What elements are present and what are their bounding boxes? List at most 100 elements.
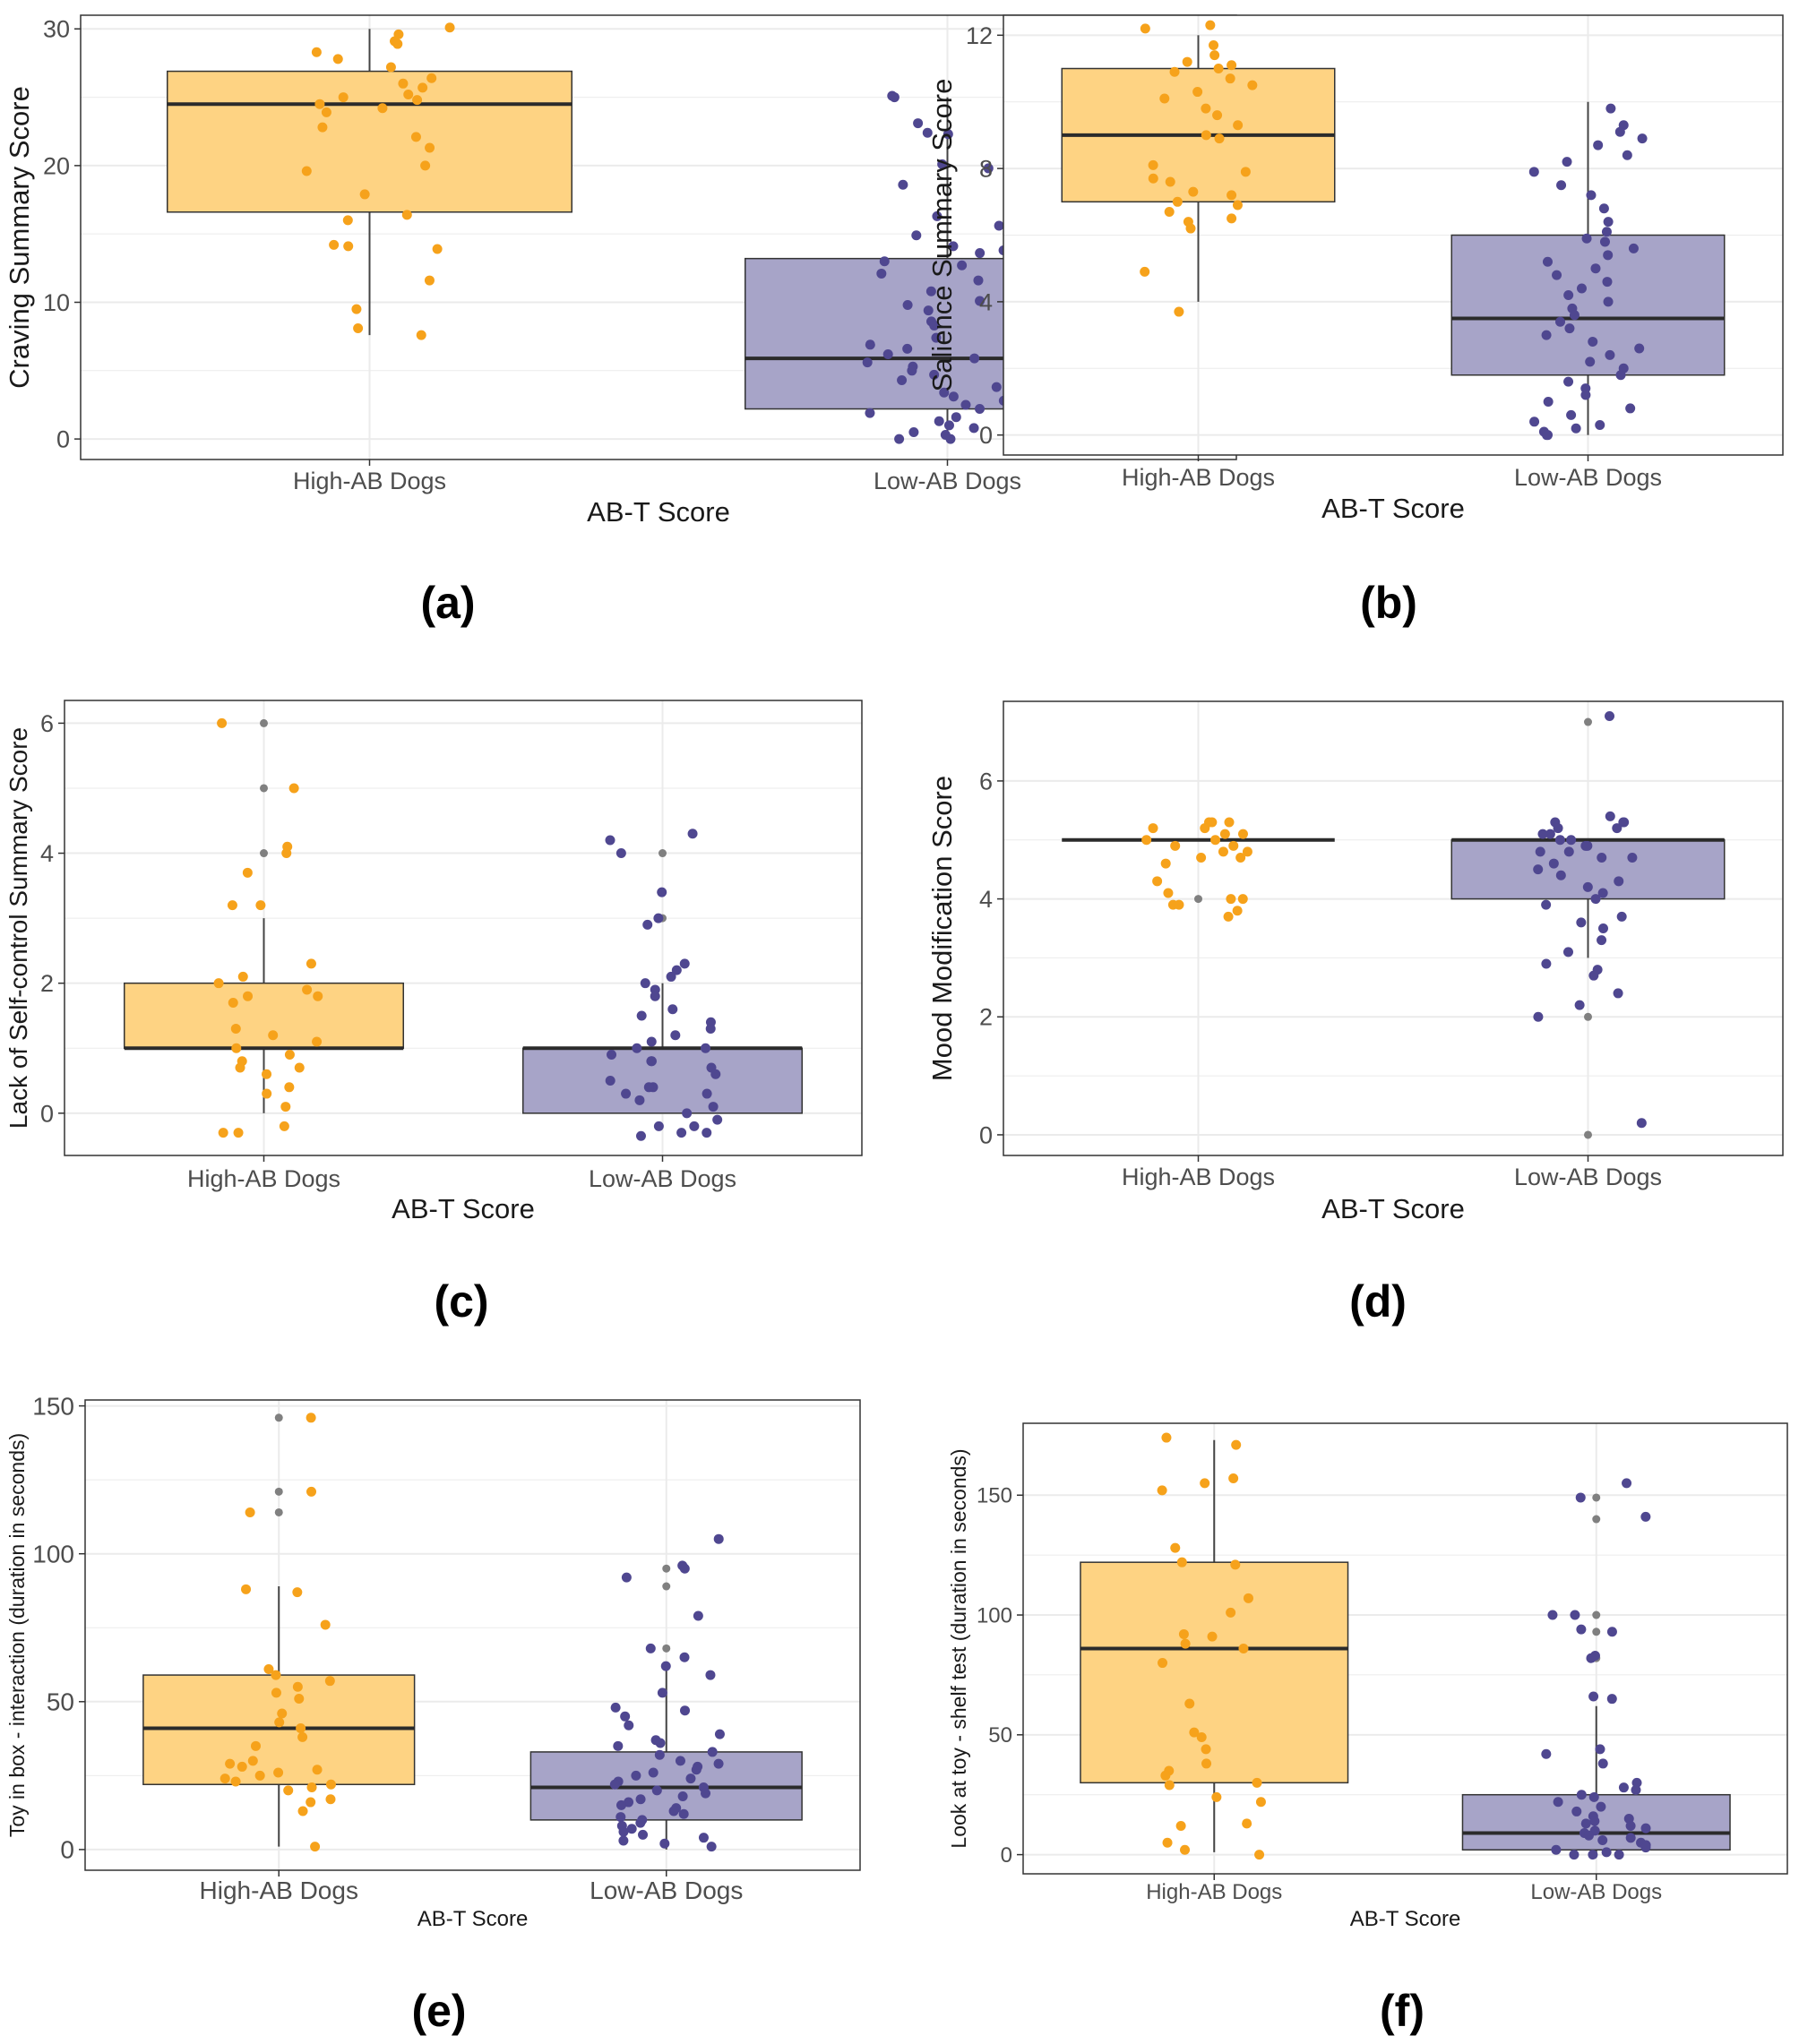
data-point: [1603, 217, 1614, 228]
data-point: [1595, 420, 1605, 431]
data-point: [1192, 87, 1203, 98]
data-point: [931, 332, 942, 343]
data-point: [1140, 23, 1150, 34]
data-point: [292, 1587, 303, 1598]
x-tick-label: High-AB Dogs: [1146, 1880, 1282, 1904]
data-point: [1252, 1777, 1262, 1788]
plot-background: [1003, 701, 1783, 1155]
data-point: [620, 1711, 631, 1722]
data-point: [1533, 1011, 1544, 1022]
data-point: [1576, 1790, 1587, 1800]
data-point: [951, 412, 961, 423]
data-point: [306, 1797, 316, 1808]
data-point: [1548, 858, 1559, 869]
data-point: [975, 296, 986, 306]
data-point: [325, 1794, 336, 1805]
x-axis-title: AB-T Score: [1321, 1193, 1465, 1224]
x-tick-label: Low-AB Dogs: [874, 468, 1021, 494]
data-point: [666, 971, 676, 982]
data-point: [1606, 1627, 1617, 1637]
data-point: [1180, 1638, 1191, 1649]
data-point: [708, 1102, 719, 1112]
data-point: [1625, 403, 1636, 414]
data-point: [432, 244, 443, 254]
data-point: [605, 835, 615, 846]
data-point: [1148, 159, 1158, 170]
data-point: [1612, 823, 1623, 834]
data-point: [398, 78, 409, 89]
data-point: [668, 1806, 679, 1816]
data-point: [247, 1756, 258, 1766]
data-point: [1175, 1820, 1186, 1831]
data-point: [1563, 376, 1574, 387]
data-point: [1605, 103, 1616, 114]
y-tick-label: 6: [40, 710, 54, 737]
data-point: [1555, 316, 1566, 327]
y-tick-label: 0: [60, 1836, 74, 1864]
data-point: [650, 991, 660, 1001]
data-point: [338, 92, 349, 103]
data-point: [948, 391, 959, 402]
data-point: [1529, 417, 1540, 427]
data-point: [311, 47, 322, 57]
data-point: [332, 54, 343, 64]
data-point: [1201, 1758, 1212, 1769]
data-point: [1574, 1000, 1585, 1010]
data-point: [1627, 852, 1638, 863]
data-point: [642, 919, 653, 930]
data-point: [1243, 1593, 1253, 1603]
data-point: [646, 1036, 657, 1047]
data-point: [1201, 1744, 1211, 1755]
data-point: [273, 1767, 284, 1778]
data-point: [1595, 1744, 1605, 1755]
data-point: [1213, 64, 1224, 74]
data-point: [1571, 423, 1581, 434]
data-point: [217, 717, 228, 728]
data-point: [713, 1758, 724, 1769]
chart-panel: 0 50 100 150 High-AB Dogs Low-AB Dogs AB-T Sco…: [947, 1422, 1788, 2036]
data-point: [653, 913, 664, 923]
data-point: [645, 1643, 656, 1653]
data-point: [1161, 1432, 1172, 1443]
data-point: [268, 1030, 279, 1041]
data-point: [1586, 190, 1597, 201]
data-point: [1640, 1511, 1651, 1522]
data-point: [274, 1717, 285, 1728]
data-point: [1628, 243, 1639, 253]
data-point: [983, 163, 994, 174]
data-point: [1582, 881, 1593, 892]
data-point: [1555, 870, 1566, 880]
data-point: [969, 353, 980, 364]
data-point: [1232, 906, 1243, 916]
data-point: [424, 275, 435, 286]
data-point: [416, 330, 426, 340]
data-point: [902, 343, 913, 354]
data-point: [643, 1082, 654, 1093]
data-point: [351, 304, 362, 314]
data-point: [1182, 56, 1192, 67]
data-point: [412, 95, 423, 106]
data-point: [1227, 60, 1237, 71]
y-tick-label: 150: [32, 1392, 74, 1420]
y-tick-label: 2: [40, 970, 54, 997]
data-point: [1545, 829, 1555, 839]
chart-panel: 0 4 8 12 High-AB Dogs Low-AB Dogs AB-T Score Sa…: [926, 14, 1784, 628]
data-point: [1214, 133, 1225, 144]
data-point: [610, 1702, 621, 1713]
y-tick-label: 4: [979, 886, 993, 913]
data-point: [1571, 1806, 1582, 1816]
box-iqr: [1450, 234, 1726, 376]
data-point: [1140, 266, 1150, 277]
data-point: [425, 142, 435, 153]
data-point: [653, 1121, 664, 1131]
outlier-point: [260, 849, 268, 858]
data-point: [1242, 1818, 1252, 1829]
data-point: [235, 1062, 245, 1073]
data-point: [306, 1413, 316, 1423]
data-point: [1541, 430, 1552, 441]
data-point: [1588, 337, 1598, 348]
data-point: [359, 189, 370, 200]
data-point: [1172, 196, 1183, 207]
data-point: [675, 1756, 685, 1766]
data-point: [882, 348, 893, 359]
